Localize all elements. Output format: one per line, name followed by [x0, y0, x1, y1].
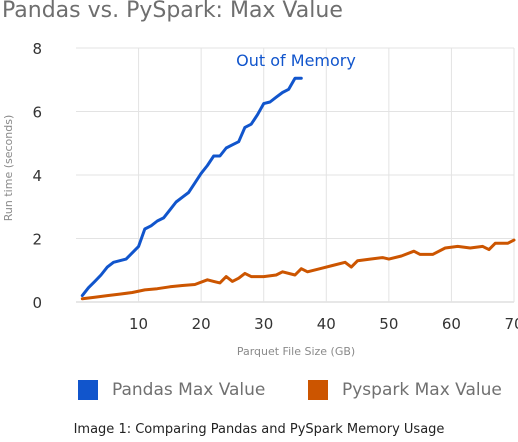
grid: [76, 47, 515, 303]
legend-swatch-pandas: [78, 380, 98, 400]
y-tick-label: 4: [32, 167, 42, 185]
x-tick-label: 10: [129, 315, 148, 333]
figure-caption: Image 1: Comparing Pandas and PySpark Me…: [73, 422, 445, 437]
x-tick-label: 60: [442, 315, 461, 333]
x-tick-label: 70: [504, 315, 518, 333]
x-tick-label: 50: [379, 315, 398, 333]
y-tick-label: 8: [32, 40, 42, 58]
series-line-pandas: [80, 76, 303, 298]
y-axis: 0 2 4 6 8: [32, 40, 42, 312]
legend-item-pandas: Pandas Max Value: [78, 377, 265, 403]
legend-label-pyspark: Pyspark Max Value: [342, 380, 502, 400]
legend-label-pandas: Pandas Max Value: [112, 380, 266, 400]
chart-title: Pandas vs. PySpark: Max Value: [2, 0, 343, 23]
y-axis-label: Run time (seconds): [2, 115, 15, 221]
series-line-pyspark: [80, 238, 516, 301]
x-tick-label: 30: [254, 315, 273, 333]
legend-item-pyspark: Pyspark Max Value: [308, 377, 502, 403]
x-axis: 10 20 30 40 50 60 70: [129, 315, 518, 333]
y-tick-label: 2: [32, 231, 42, 249]
x-tick-label: 40: [317, 315, 336, 333]
y-tick-label: 0: [32, 294, 42, 312]
series-lines: [80, 76, 516, 301]
y-tick-label: 6: [32, 104, 42, 122]
legend-swatch-pyspark: [308, 380, 328, 400]
annotation-out-of-memory: Out of Memory: [236, 51, 356, 70]
x-tick-label: 20: [192, 315, 211, 333]
x-axis-label: Parquet File Size (GB): [237, 345, 355, 358]
